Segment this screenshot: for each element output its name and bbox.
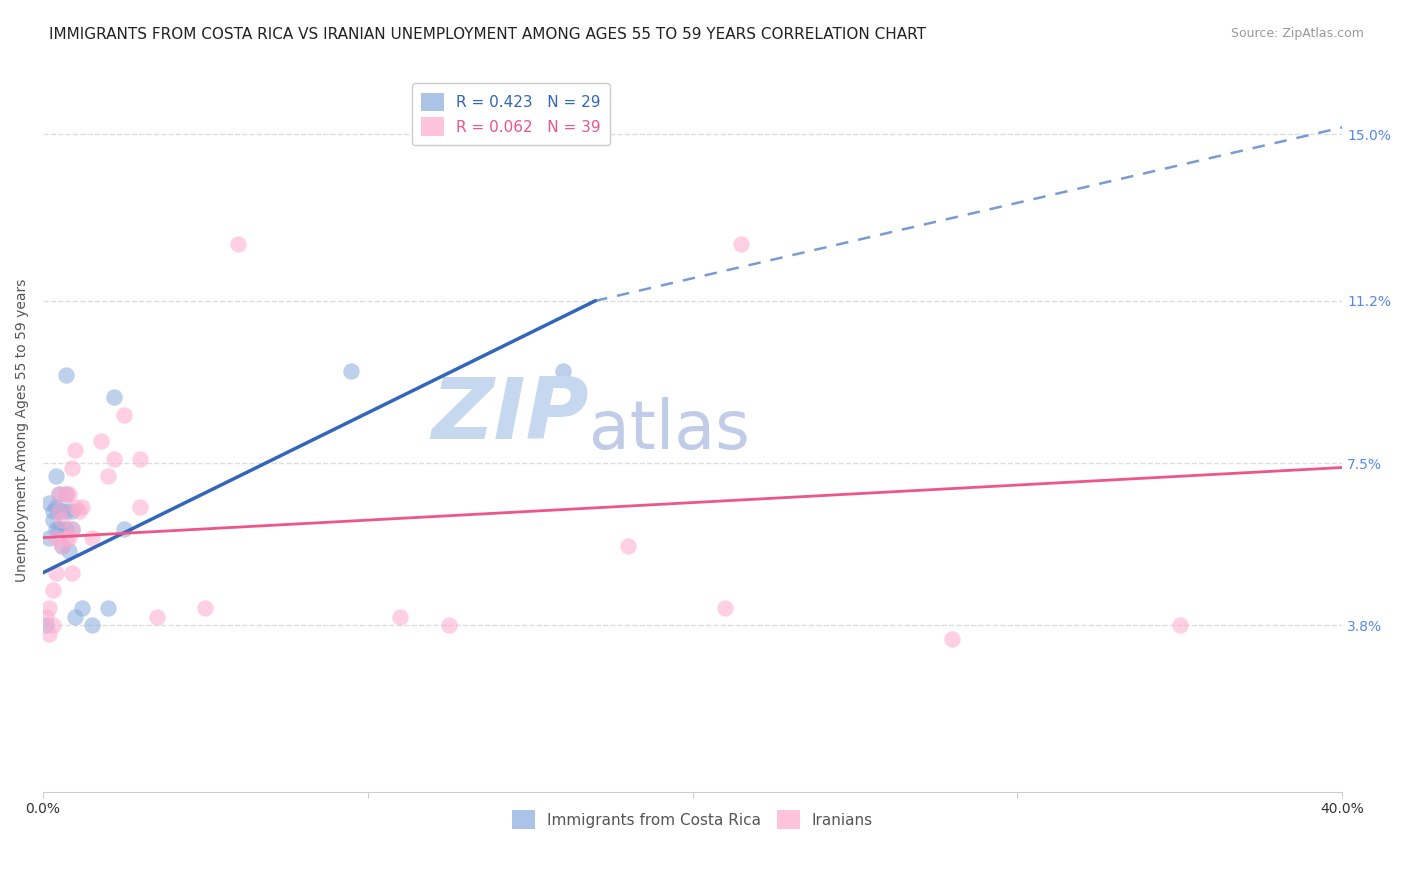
Point [38,531,60,545]
Point [35,618,58,632]
Point [103,451,125,466]
Point [941,632,963,646]
Point [80,618,103,632]
Point [41,583,63,598]
Point [55,487,77,501]
Point [38,627,60,641]
Point [41,513,63,527]
Text: atlas: atlas [589,397,749,463]
Point [65,500,87,514]
Point [48,504,70,518]
Point [58,544,80,558]
Point [194,600,217,615]
Point [103,390,125,404]
Point [60,460,83,475]
Point [60,504,83,518]
Point [112,408,135,422]
Point [60,566,83,580]
Point [551,364,574,378]
Point [340,364,363,378]
Point [97,469,120,483]
Point [70,600,93,615]
Point [730,236,752,251]
Point [45,531,67,545]
Point [55,487,77,501]
Point [45,500,67,514]
Point [55,531,77,545]
Point [389,609,412,624]
Point [41,618,63,632]
Point [45,566,67,580]
Point [35,609,58,624]
Point [1168,618,1191,632]
Point [437,618,460,632]
Point [51,504,73,518]
Point [616,540,638,554]
Point [145,609,167,624]
Point [60,522,83,536]
Point [41,504,63,518]
Point [45,469,67,483]
Point [70,500,93,514]
Point [112,522,135,536]
Point [90,434,112,449]
Legend: Immigrants from Costa Rica, Iranians: Immigrants from Costa Rica, Iranians [506,804,879,835]
Point [97,600,120,615]
Point [60,522,83,536]
Point [65,442,87,457]
Point [129,451,152,466]
Point [55,368,77,383]
Point [65,609,87,624]
Point [67,504,90,518]
Point [48,487,70,501]
Point [55,504,77,518]
Point [48,487,70,501]
Y-axis label: Unemployment Among Ages 55 to 59 years: Unemployment Among Ages 55 to 59 years [15,278,30,582]
Point [45,522,67,536]
Point [48,522,70,536]
Point [51,540,73,554]
Point [129,500,152,514]
Point [80,531,103,545]
Point [714,600,737,615]
Point [55,522,77,536]
Point [48,504,70,518]
Point [51,522,73,536]
Point [38,495,60,509]
Point [226,236,249,251]
Point [51,540,73,554]
Text: IMMIGRANTS FROM COSTA RICA VS IRANIAN UNEMPLOYMENT AMONG AGES 55 TO 59 YEARS COR: IMMIGRANTS FROM COSTA RICA VS IRANIAN UN… [49,27,927,42]
Point [51,513,73,527]
Text: Source: ZipAtlas.com: Source: ZipAtlas.com [1230,27,1364,40]
Point [58,487,80,501]
Text: ZIP: ZIP [432,375,589,458]
Point [38,600,60,615]
Point [58,531,80,545]
